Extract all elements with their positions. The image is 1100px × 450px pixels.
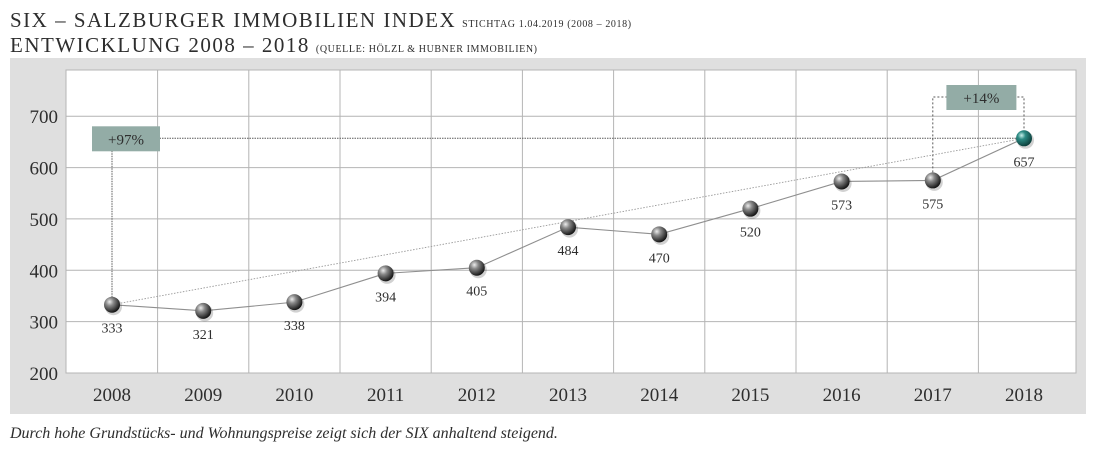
data-label: 575	[922, 197, 943, 212]
data-label: 394	[375, 290, 396, 305]
y-tick-label: 600	[30, 159, 59, 180]
x-tick-label: 2011	[367, 385, 404, 406]
data-label: 333	[102, 322, 123, 337]
x-tick-label: 2012	[458, 385, 496, 406]
y-tick-label: 500	[30, 210, 59, 231]
data-point	[377, 265, 394, 282]
data-label: 484	[558, 244, 579, 259]
x-tick-label: 2017	[914, 385, 952, 406]
x-tick-label: 2016	[823, 385, 861, 406]
annotation-box	[946, 85, 1017, 110]
chart-panel: 200 300 400 500 600 700 2008 2009 2010 2011 2012 20…	[10, 58, 1086, 414]
data-point	[651, 226, 668, 243]
annotation-box	[92, 126, 160, 152]
data-point	[833, 173, 850, 190]
y-tick-label: 300	[30, 313, 59, 334]
data-label: 405	[466, 285, 487, 300]
y-tick-label: 200	[30, 364, 59, 385]
title-main: SIX – SALZBURGER IMMOBILIEN INDEX	[10, 8, 457, 32]
title-note: STICHTAG 1.04.2019 (2008 – 2018)	[462, 19, 632, 30]
x-tick-label: 2015	[731, 385, 769, 406]
data-label: 520	[740, 226, 761, 241]
data-point	[924, 172, 941, 189]
annotation-label: +14%	[963, 91, 999, 107]
y-tick-label: 400	[30, 261, 59, 282]
x-tick-label: 2009	[184, 385, 222, 406]
data-label: 338	[284, 319, 305, 334]
data-point	[104, 296, 120, 313]
data-label: 573	[831, 198, 852, 213]
line-chart: 200 300 400 500 600 700 2008 2009 2010 2011 2012 20…	[30, 69, 1077, 406]
data-point	[1016, 130, 1032, 147]
x-tick-label: 2010	[275, 385, 313, 406]
data-label: 657	[1014, 155, 1035, 170]
chart-title: SIX – SALZBURGER IMMOBILIEN INDEX STICHTA…	[10, 8, 632, 33]
data-point	[468, 259, 485, 276]
subtitle-main: ENTWICKLUNG 2008 – 2018	[10, 33, 310, 57]
data-point	[560, 219, 576, 236]
data-point	[195, 302, 212, 319]
x-tick-label: 2008	[93, 385, 131, 406]
x-tick-label: 2013	[549, 385, 587, 406]
x-tick-label: 2014	[640, 385, 679, 406]
data-point	[286, 294, 303, 311]
data-label: 470	[649, 251, 670, 266]
plot-border	[65, 69, 1077, 374]
chart-subtitle: ENTWICKLUNG 2008 – 2018 (QUELLE: HÖLZL & …	[10, 33, 538, 58]
chart-caption: Durch hohe Grundstücks- und Wohnungsprei…	[10, 425, 558, 442]
data-point	[742, 200, 759, 217]
annotation-label: +97%	[108, 132, 144, 148]
y-tick-label: 700	[30, 107, 59, 128]
subtitle-note: (QUELLE: HÖLZL & HUBNER IMMOBILIEN)	[315, 44, 538, 55]
data-label: 321	[193, 328, 214, 343]
x-tick-label: 2018	[1005, 385, 1043, 406]
